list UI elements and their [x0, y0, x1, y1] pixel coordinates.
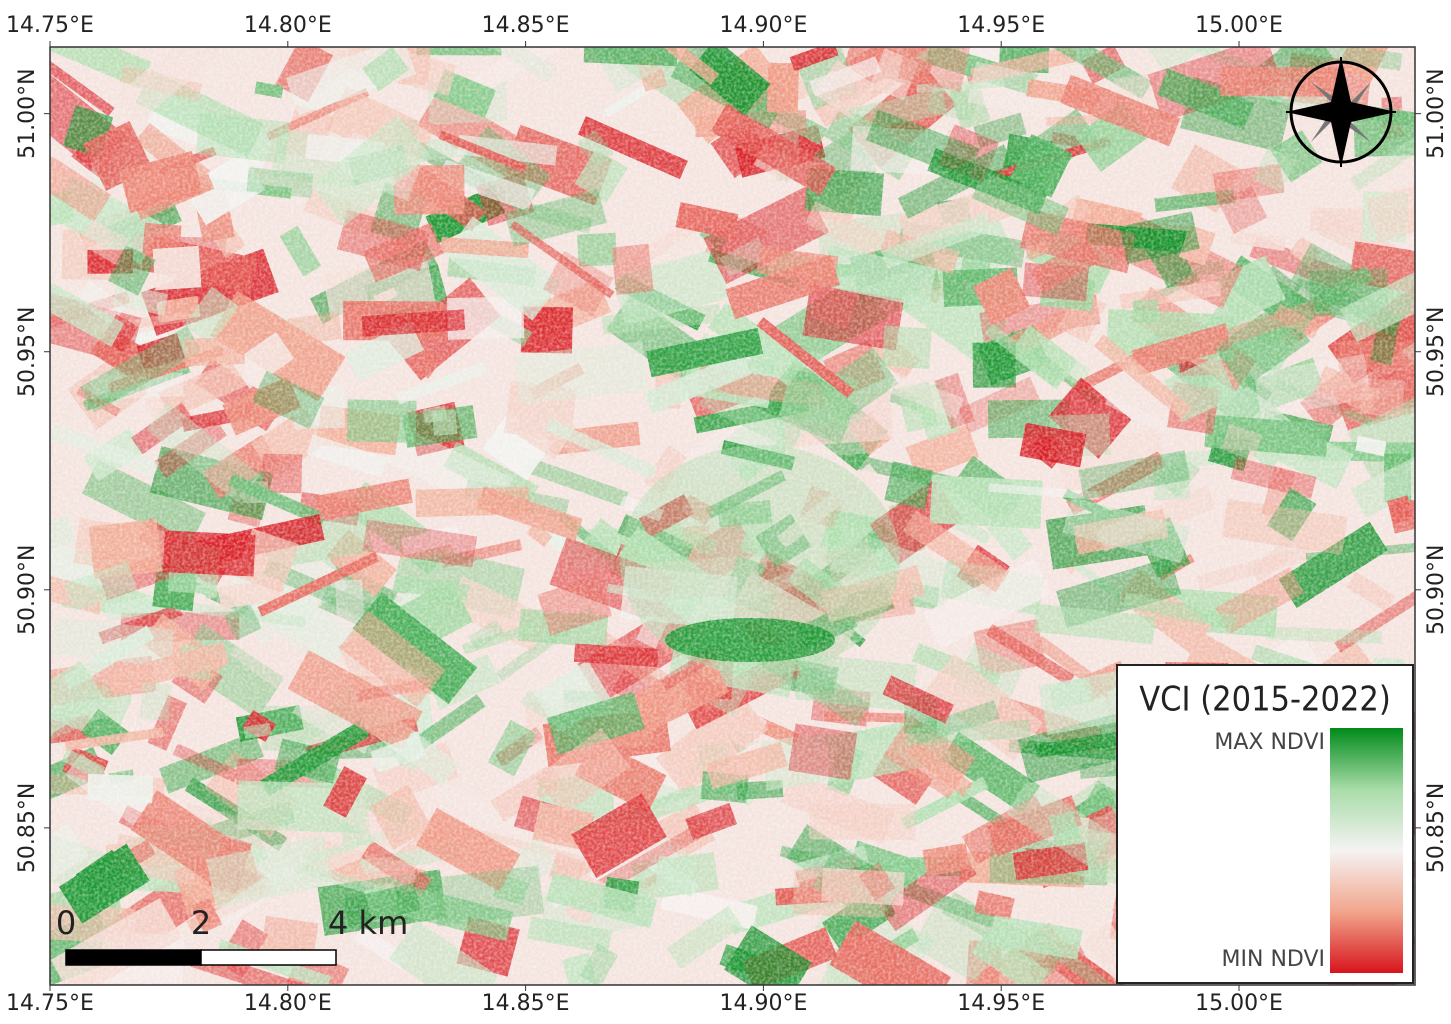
- lon-tick-label: 14.90°E: [719, 13, 807, 38]
- scale-segment: [201, 950, 336, 965]
- legend-max-label: MAX NDVI: [1214, 730, 1325, 755]
- scale-label: 4 km: [328, 904, 408, 942]
- lat-tick-label: 51.00°N: [1424, 68, 1449, 158]
- color-bar: [1330, 728, 1403, 973]
- lon-tick-label: 14.85°E: [482, 13, 570, 38]
- lat-tick-label: 50.85°N: [15, 783, 40, 873]
- lon-tick-label: 14.85°E: [482, 991, 570, 1016]
- lat-tick-label: 50.90°N: [15, 545, 40, 635]
- scale-label: 2: [191, 904, 211, 942]
- lon-tick-label: 14.80°E: [244, 991, 332, 1016]
- lat-tick-label: 50.85°N: [1424, 783, 1449, 873]
- lon-tick-label: 14.90°E: [719, 991, 807, 1016]
- lon-tick-label: 14.95°E: [957, 13, 1045, 38]
- map-figure: 14.75°E 14.75°E 14.80°E 14.80°E 14.85°E 14.85…: [0, 0, 1451, 1020]
- legend-min-label: MIN NDVI: [1222, 947, 1325, 972]
- lon-tick-label: 15.00°E: [1195, 991, 1283, 1016]
- scale-segment: [66, 950, 201, 965]
- lon-tick-label: 14.75°E: [6, 13, 94, 38]
- lat-tick-label: 50.95°N: [1424, 307, 1449, 397]
- lon-tick-label: 14.95°E: [957, 991, 1045, 1016]
- lon-tick-label: 14.80°E: [244, 13, 332, 38]
- page: {"map": { "lon_ticks": [ {"value": 14.75…: [0, 0, 1451, 1020]
- scale-label: 0: [56, 904, 76, 942]
- lat-tick-label: 50.90°N: [1424, 545, 1449, 635]
- legend-title: VCI (2015-2022): [1139, 680, 1391, 720]
- lon-tick-label: 15.00°E: [1195, 13, 1283, 38]
- lat-tick-label: 50.95°N: [15, 307, 40, 397]
- lon-tick-label: 14.75°E: [6, 991, 94, 1016]
- legend: VCI (2015-2022) MAX NDVI MIN NDVI: [1117, 665, 1413, 983]
- lat-tick-label: 51.00°N: [15, 68, 40, 158]
